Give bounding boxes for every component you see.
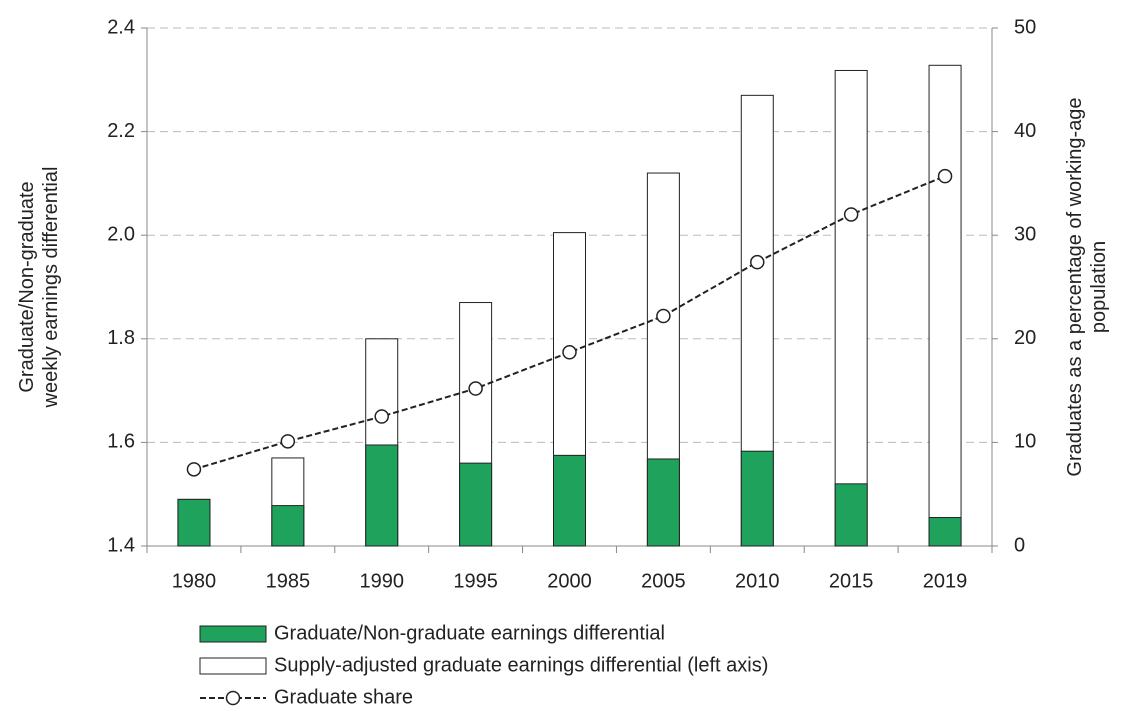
line-marker xyxy=(186,462,202,477)
x-tick-label: 2000 xyxy=(547,570,592,592)
y2-tick-label: 10 xyxy=(1014,431,1036,453)
y2-tick-label: 50 xyxy=(1014,16,1036,38)
bar xyxy=(459,462,493,547)
legend-label: Graduate/Non-graduate earnings different… xyxy=(274,622,665,644)
bar xyxy=(928,64,962,547)
y-axis-title-line: Graduate/Non-graduate xyxy=(16,181,38,392)
y2-tick-label: 30 xyxy=(1014,223,1036,245)
legend-label: Graduate share xyxy=(274,686,413,708)
bar xyxy=(740,450,774,547)
line-marker xyxy=(750,254,765,270)
x-tick-label: 1980 xyxy=(172,570,217,592)
y-tick-label: 1.6 xyxy=(107,431,135,453)
legend-swatch xyxy=(199,657,267,675)
y2-tick-label: 0 xyxy=(1014,534,1025,556)
y-axis-title: Graduate/Non-graduate weekly earnings dif… xyxy=(16,167,62,409)
y2-axis-title-line: population xyxy=(1088,241,1110,333)
bar xyxy=(553,454,586,547)
x-tick-label: 2019 xyxy=(923,570,968,592)
line-marker xyxy=(562,345,577,360)
y-axis-title-line: weekly earnings differential xyxy=(40,167,62,409)
x-tick-label: 1995 xyxy=(453,570,498,592)
line-marker xyxy=(468,381,483,396)
line-marker xyxy=(937,168,953,184)
line-marker xyxy=(843,207,859,222)
bar xyxy=(271,505,305,547)
x-tick-label: 1985 xyxy=(266,570,311,592)
bar xyxy=(834,483,868,547)
y2-axis-title: Graduates as a percentage of working-age… xyxy=(1064,97,1110,476)
bar xyxy=(834,69,868,547)
y2-axis-title-line: Graduates as a percentage of working-age xyxy=(1064,97,1086,476)
line-marker xyxy=(374,409,389,424)
bar xyxy=(177,498,211,547)
y-tick-label: 1.8 xyxy=(107,327,135,349)
y-tick-label: 2.0 xyxy=(107,223,135,245)
bar xyxy=(646,458,680,547)
y2-tick-label: 40 xyxy=(1014,120,1036,142)
x-tick-label: 2005 xyxy=(641,570,686,592)
legend-swatch-marker xyxy=(225,690,241,706)
bar xyxy=(365,444,399,547)
legend-swatch xyxy=(199,625,267,643)
bar xyxy=(928,517,962,547)
y-tick-label: 2.4 xyxy=(107,16,135,38)
y-tick-label: 2.2 xyxy=(107,120,135,142)
y-tick-label: 1.4 xyxy=(107,534,135,556)
line xyxy=(193,175,946,471)
legend-label: Supply-adjusted graduate earnings differ… xyxy=(274,654,768,676)
x-tick-label: 2015 xyxy=(829,570,874,592)
line-marker xyxy=(280,434,296,449)
line-marker xyxy=(656,308,671,324)
x-tick-label: 1990 xyxy=(359,570,404,592)
x-tick-label: 2010 xyxy=(735,570,780,592)
y2-tick-label: 20 xyxy=(1014,327,1036,349)
